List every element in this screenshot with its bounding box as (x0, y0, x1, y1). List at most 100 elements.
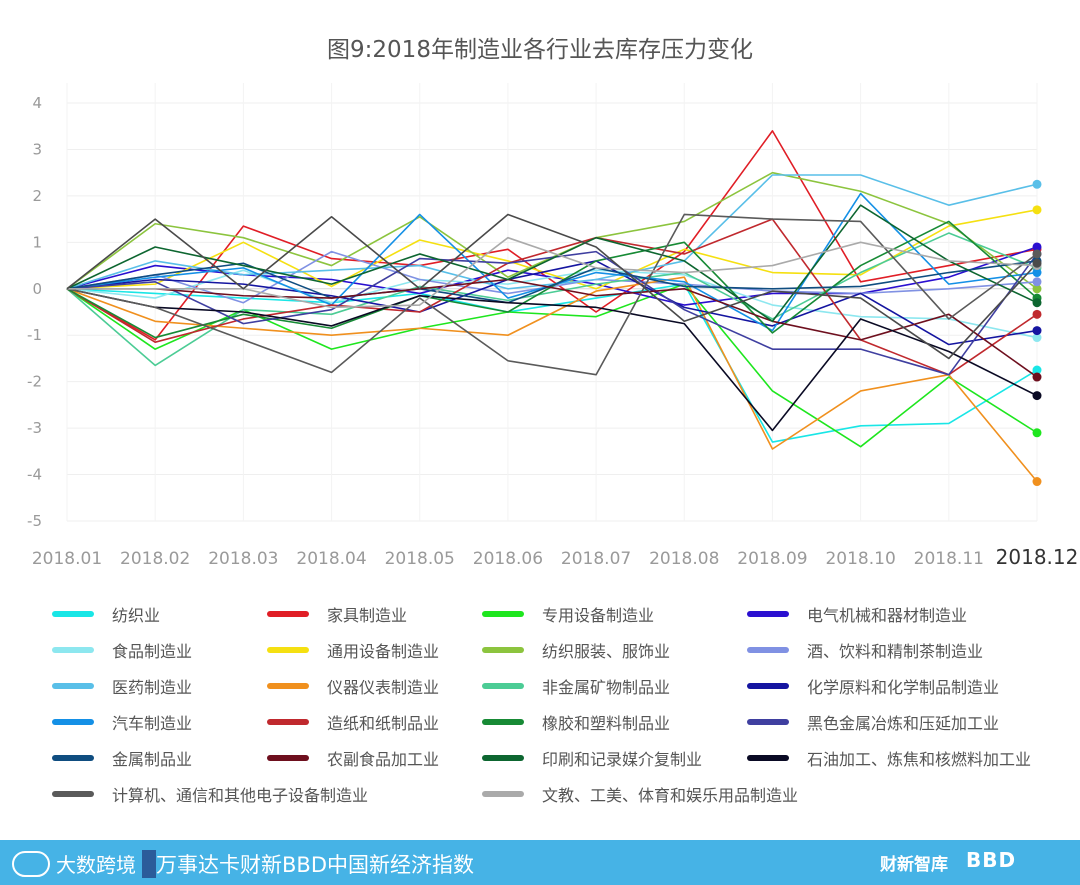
legend-item: 纺织业 (52, 602, 160, 626)
caixin-insight-logo: 财新智库 (880, 855, 948, 875)
series-lines (66, 130, 1038, 483)
legend-swatch (747, 647, 789, 653)
legend-label: 医药制造业 (112, 678, 193, 697)
legend-swatch (267, 683, 309, 689)
series-line (66, 250, 1038, 376)
legend-label: 食品制造业 (112, 642, 193, 661)
series-line (67, 236, 1038, 309)
legend-label: 石油加工、炼焦和核燃料加工业 (807, 750, 1032, 769)
legend-swatch (52, 719, 94, 725)
x-tick-label: 2018.01 (32, 549, 102, 569)
x-tick-label: 2018.11 (914, 549, 984, 569)
legend-label: 汽车制造业 (112, 714, 193, 733)
series-end-point (1032, 309, 1042, 319)
series-end-point (1032, 428, 1042, 438)
legend-item: 仪器仪表制造业 (267, 674, 439, 698)
legend-item: 印刷和记录媒介复制业 (482, 746, 702, 770)
legend-label: 黑色金属冶炼和压延加工业 (807, 714, 1000, 733)
x-tick-label: 2018.02 (120, 549, 190, 569)
y-tick-label: -2 (27, 373, 42, 391)
series-end-point (1032, 284, 1042, 294)
series-line (66, 213, 1038, 376)
x-tick-label: 2018.09 (737, 549, 807, 569)
legend-swatch (267, 611, 309, 617)
legend-label: 纺织业 (112, 606, 161, 625)
legend-swatch (747, 683, 789, 689)
legend-swatch (52, 683, 94, 689)
legend-label: 酒、饮料和精制茶制造业 (807, 642, 984, 661)
legend-label: 造纸和纸制品业 (327, 714, 440, 733)
legend-swatch (52, 755, 94, 761)
y-tick-label: 4 (32, 94, 42, 112)
x-tick-label: 2018.05 (385, 549, 455, 569)
legend-label: 家具制造业 (327, 606, 408, 625)
brand-mark-icon (12, 850, 50, 877)
y-tick-label: -4 (27, 466, 42, 484)
legend-item: 黑色金属冶炼和压延加工业 (747, 710, 999, 734)
x-tick-label: 2018.04 (296, 549, 366, 569)
series-line (66, 218, 1038, 376)
book-icon (142, 849, 156, 878)
legend-swatch (482, 647, 524, 653)
y-tick-label: 2 (32, 187, 42, 205)
x-tick-label: 2018.06 (473, 549, 543, 569)
legend-swatch (747, 755, 789, 761)
series-end-point (1032, 391, 1042, 401)
series-line (66, 260, 1038, 304)
legend-item: 家具制造业 (267, 602, 407, 626)
legend-label: 橡胶和塑料制品业 (542, 714, 671, 733)
legend-label: 仪器仪表制造业 (327, 678, 440, 697)
bbd-logo: BBD (966, 848, 1017, 872)
legend-swatch (482, 791, 524, 797)
legend-label: 非金属矿物制品业 (542, 678, 671, 697)
series-line (66, 220, 1038, 339)
legend-swatch (747, 611, 789, 617)
series-line (66, 287, 1038, 432)
legend-label: 专用设备制造业 (542, 606, 655, 625)
legend-swatch (52, 647, 94, 653)
legend-label: 化学原料和化学制品制造业 (807, 678, 1000, 697)
series-end-point (1032, 277, 1042, 287)
series-line (67, 278, 1038, 378)
x-tick-label: 2018.08 (649, 549, 719, 569)
y-tick-label: 0 (32, 280, 42, 298)
legend-swatch (482, 755, 524, 761)
series-end-point (1032, 249, 1042, 259)
legend-item: 食品制造业 (52, 638, 192, 662)
chart-title: 图9:2018年制造业各行业去库存压力变化 (327, 37, 753, 63)
series-end-point (1032, 179, 1042, 189)
series-end-point (1032, 298, 1042, 308)
legend-label: 电气机械和器材制造业 (807, 606, 968, 625)
legend-swatch (267, 719, 309, 725)
legend-swatch (52, 611, 94, 617)
x-tick-label: 2018.07 (561, 549, 631, 569)
series-end-point (1032, 205, 1042, 215)
series-end-point (1032, 326, 1042, 336)
legend-label: 印刷和记录媒介复制业 (542, 750, 703, 769)
legend-item: 非金属矿物制品业 (482, 674, 670, 698)
legend-item: 专用设备制造业 (482, 602, 654, 626)
x-tick-label: 2018.10 (825, 549, 895, 569)
legend-label: 金属制品业 (112, 750, 193, 769)
footer-title: 万事达卡财新BBD中国新经济指数 (156, 853, 474, 877)
series-end-point (1032, 258, 1042, 268)
series-line (66, 213, 1038, 360)
legend-swatch (52, 791, 94, 797)
series-line (66, 130, 1038, 341)
legend-item: 橡胶和塑料制品业 (482, 710, 670, 734)
legend-item: 汽车制造业 (52, 710, 192, 734)
grid-lines (66, 83, 1038, 522)
legend-item: 化学原料和化学制品制造业 (747, 674, 999, 698)
x-tick-label: 2018.03 (208, 549, 278, 569)
legend-item: 纺织服装、服饰业 (482, 638, 670, 662)
footer-banner: 大数跨境 万事达卡财新BBD中国新经济指数 财新智库 BBD (0, 840, 1080, 885)
series-line (66, 204, 1038, 323)
legend-item: 金属制品业 (52, 746, 192, 770)
x-axis-ticks: 2018.01 2018.02 2018.03 2018.04 2018.05 2018.… (32, 545, 1079, 569)
y-axis-ticks: 4 3 2 1 0 -1 -2 -3 -4 -5 (27, 94, 42, 530)
legend-swatch (482, 683, 524, 689)
legend-swatch (482, 719, 524, 725)
series-end-point (1032, 365, 1042, 375)
series-end-point (1032, 372, 1042, 382)
series-end-point (1032, 268, 1042, 278)
